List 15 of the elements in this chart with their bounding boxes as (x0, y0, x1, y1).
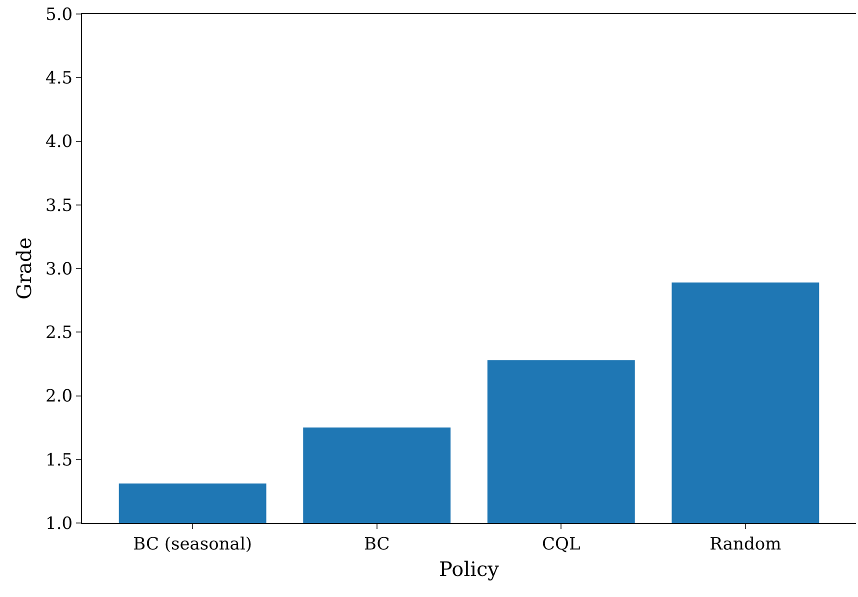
y-tick-label: 3.0 (46, 259, 73, 280)
x-tick-label: Random (710, 534, 782, 554)
y-tick-label: 1.5 (46, 450, 73, 470)
y-tick-label: 1.0 (46, 514, 73, 534)
y-tick-label: 2.0 (46, 386, 73, 407)
x-tick-label: BC (seasonal) (133, 534, 252, 554)
y-tick-label: 3.5 (46, 196, 73, 216)
y-tick-label: 5.0 (46, 4, 73, 25)
y-tick-label: 2.5 (46, 323, 73, 344)
y-axis-title: Grade (12, 237, 36, 300)
x-tick-label: BC (364, 534, 390, 554)
x-tick-label: CQL (542, 534, 580, 554)
y-tick-label: 4.5 (46, 68, 73, 89)
y-tick-label: 4.0 (46, 132, 73, 152)
x-axis-title: Policy (439, 556, 500, 581)
